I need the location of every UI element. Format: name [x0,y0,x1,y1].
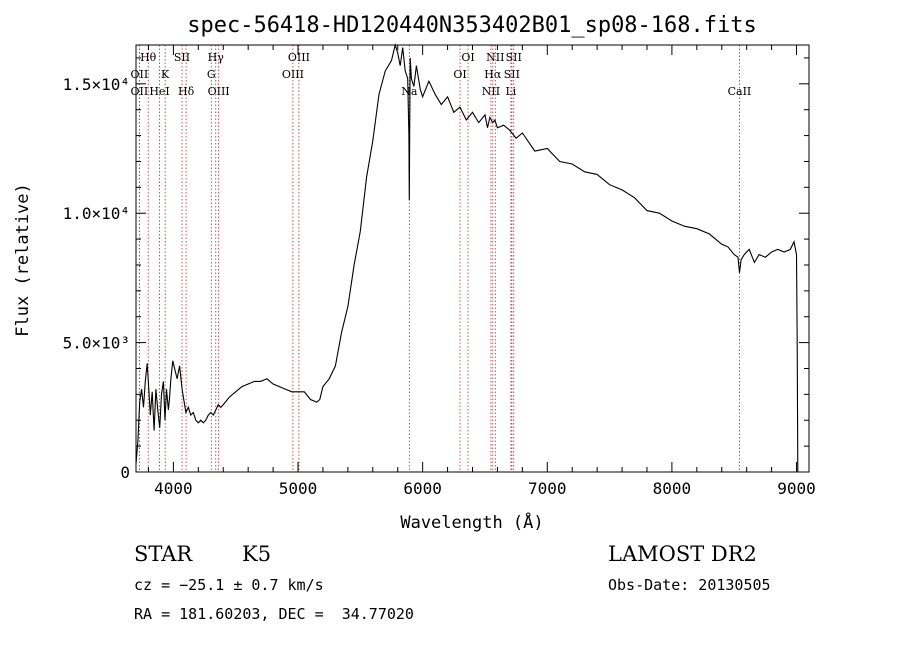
spectral-line-label: K [161,68,170,81]
redshift-readout: cz = −25.1 ± 0.7 km/s [134,576,324,594]
spectrum-series-line [136,45,798,472]
x-tick-label: 9000 [777,479,816,498]
y-tick-label: 1.0×10⁴ [63,204,130,223]
spectral-line-label: OIII [208,85,230,98]
x-tick-label: 7000 [528,479,567,498]
spectral-line-label: G [207,68,216,81]
obs-date-readout: Obs-Date: 20130505 [608,576,771,594]
spectral-line-label: OI [453,68,466,81]
spectral-line-label: Hα [484,68,502,81]
y-axis-ticks: 0 5.0×10³ 1.0×10⁴ 1.5×10⁴ [63,58,809,482]
y-axis-label: Flux (relative) [13,183,33,337]
spectral-line-label: CaII [728,85,752,98]
spectral-line-label: SII [506,51,522,64]
object-subclass: K5 [242,542,271,566]
x-tick-label: 6000 [403,479,442,498]
x-tick-label: 4000 [154,479,193,498]
spectral-line-label: SII [174,51,190,64]
coordinates-readout: RA = 181.60203, DEC = 34.77020 [134,605,414,623]
survey-label: LAMOST DR2 [608,542,757,566]
spectral-line-label: OI [461,51,474,64]
spectral-line-label: Hθ [140,51,157,64]
y-tick-label: 5.0×10³ [63,334,130,353]
spectral-line-label: NII [486,51,504,64]
spectral-line-label: OIII [282,68,304,81]
series-layer [136,45,798,472]
spectral-line-label: OII [131,85,149,98]
spectral-line-label: Hδ [178,85,195,98]
chart-title: spec-56418-HD120440N353402B01_sp08-168.f… [187,13,757,38]
y-tick-label: 1.5×10⁴ [63,75,130,94]
spectral-line-label: HeI [149,85,169,98]
plot-frame [136,45,809,472]
x-axis-label: Wavelength (Å) [400,511,543,533]
x-tick-label: 5000 [279,479,318,498]
y-tick-label: 0 [120,463,130,482]
spectral-line-label: OIII [288,51,310,64]
spectral-line-label: NII [482,85,500,98]
spectral-line-label: SII [504,68,520,81]
spectrum-chart: spec-56418-HD120440N353402B01_sp08-168.f… [0,0,900,649]
spectral-line-label: Li [505,85,516,98]
x-axis-ticks: 4000 5000 6000 7000 8000 9000 [148,45,815,498]
spectral-line-label: Hγ [208,51,225,64]
x-tick-label: 8000 [653,479,692,498]
object-class: STAR [134,542,193,566]
